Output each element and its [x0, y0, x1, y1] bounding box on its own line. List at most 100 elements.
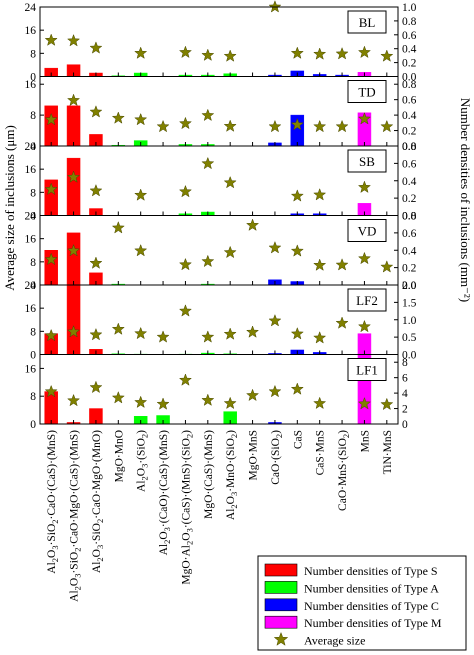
right-tick-label: 0.8 [402, 79, 417, 91]
left-tick-label: 0 [30, 419, 36, 431]
panel-name: VD [358, 224, 377, 239]
panel-name-box [347, 219, 387, 242]
category-label: Al2O3·SiO2·CaO·MgO·(MnO) [91, 430, 105, 573]
right-tick-label: 0.2 [402, 58, 417, 70]
average-size-marker [134, 46, 148, 59]
panel-vd: 0 8 16 24 0.0 0.2 0.4 0.6 0.8 VD [25, 211, 417, 293]
left-tick-label: 8 [30, 326, 36, 338]
right-tick-label: 0.4 [402, 110, 417, 122]
average-size-marker [290, 189, 304, 202]
average-size-marker [201, 393, 215, 406]
average-size-marker [245, 388, 260, 402]
average-size-marker [44, 328, 58, 342]
average-size-marker [89, 41, 103, 54]
category-label: MgO·MnO [113, 430, 125, 482]
average-size-marker [380, 260, 394, 273]
average-size-marker [335, 46, 349, 60]
left-tick-label: 8 [30, 48, 36, 60]
left-tick-label: 0 [30, 211, 36, 223]
left-tick-label: 0 [30, 72, 36, 84]
average-size-marker [313, 188, 327, 201]
right-tick-label: 8 [402, 357, 408, 369]
right-tick-label: 0.2 [402, 263, 417, 275]
left-tick-label: 0 [30, 141, 36, 153]
left-tick-label: 16 [25, 79, 37, 91]
average-size-marker [134, 243, 148, 257]
left-tick-label: 8 [30, 187, 36, 199]
right-tick-label: 0.0 [402, 280, 417, 292]
average-size-marker [268, 119, 282, 133]
category-label: TiN·MnS [382, 430, 394, 474]
average-size-marker [245, 218, 260, 231]
average-size-marker [44, 252, 58, 266]
average-size-marker [89, 327, 103, 341]
right-tick-label: 6 [402, 373, 408, 385]
average-size-marker [223, 396, 237, 410]
average-size-marker [89, 380, 103, 394]
average-size-marker [66, 393, 81, 407]
right-tick-label: 0.4 [402, 245, 417, 257]
panel-frame [39, 354, 399, 425]
average-size-marker [290, 382, 304, 395]
panel-lf1: 0 8 16 0 2 4 6 8 LF1 [25, 354, 408, 431]
average-size-marker [380, 397, 394, 411]
average-size-marker [156, 330, 170, 343]
legend-label: Number densities of Type M [304, 616, 442, 630]
average-size-marker [223, 49, 237, 62]
left-tick-label: 16 [25, 363, 37, 375]
average-size-marker [223, 327, 237, 340]
panel-name-box [347, 149, 387, 173]
category-label: Al2O3·(SiO2) [136, 430, 150, 492]
right-tick-label: 0.2 [402, 193, 417, 205]
average-size-marker [357, 180, 372, 194]
right-tick-label: 1.0 [402, 315, 417, 327]
average-size-marker [290, 117, 304, 131]
average-size-marker [66, 324, 81, 338]
average-size-marker [178, 304, 193, 317]
right-tick-label: 0.6 [402, 95, 417, 107]
right-tick-label: 0.8 [402, 16, 417, 28]
left-tick-label: 16 [25, 234, 37, 246]
category-label: CaS·MnS [315, 430, 327, 475]
average-size-marker [223, 175, 237, 189]
average-size-marker [201, 330, 215, 343]
average-size-marker [380, 49, 394, 62]
panel-name: TD [358, 85, 375, 100]
average-size-marker [201, 48, 215, 61]
legend: Number densities of Type S Number densiti… [257, 555, 467, 651]
right-tick-label: 4 [402, 388, 408, 400]
panel-name: BL [359, 15, 376, 30]
panel-td: 0 8 16 0.0 0.2 0.4 0.6 0.8 TD [25, 76, 417, 153]
legend-label: Number densities of Type A [304, 581, 439, 595]
average-size-marker [44, 182, 58, 196]
average-size-marker [268, 241, 282, 254]
left-tick-label: 16 [25, 303, 37, 315]
panel-lf2: 0 8 16 24 0.0 0.5 1.0 1.5 2.0 LF2 [25, 280, 417, 362]
average-size-marker [111, 391, 125, 404]
average-size-marker [223, 119, 237, 132]
average-size-marker [134, 395, 148, 409]
right-tick-label: 0.5 [402, 332, 417, 344]
category-label: Al2O3·SiO2·CaO·(CaS)·(MnS) [46, 430, 60, 574]
average-size-marker [335, 119, 349, 133]
average-size-marker [178, 184, 193, 198]
panel-frame [39, 284, 399, 355]
average-size-marker [335, 316, 349, 329]
right-tick-label: 0.6 [402, 30, 417, 42]
average-size-marker [89, 183, 103, 197]
right-tick-label: 0.0 [402, 141, 417, 153]
category-label: MgO·(CaS)·(MnS) [203, 430, 215, 519]
average-size-marker [111, 221, 125, 234]
average-size-marker [111, 322, 125, 335]
right-tick-label: 0.2 [402, 126, 417, 138]
right-tick-label: 2.0 [402, 280, 417, 292]
category-label: MgO·Al2O3·(CaS)·(MnS)·(SiO2) [180, 430, 194, 585]
panel-name-box [347, 288, 387, 312]
category-label: Al2O3·SiO2·CaO·MgO·(CaS)·(MnS) [69, 430, 83, 602]
y-axis-label-right: Number densities of inclusions (mm⁻²) [458, 98, 473, 302]
panel-name: SB [359, 154, 375, 169]
average-size-marker [268, 0, 282, 13]
average-size-marker [178, 116, 193, 130]
left-tick-label: 24 [25, 141, 37, 153]
